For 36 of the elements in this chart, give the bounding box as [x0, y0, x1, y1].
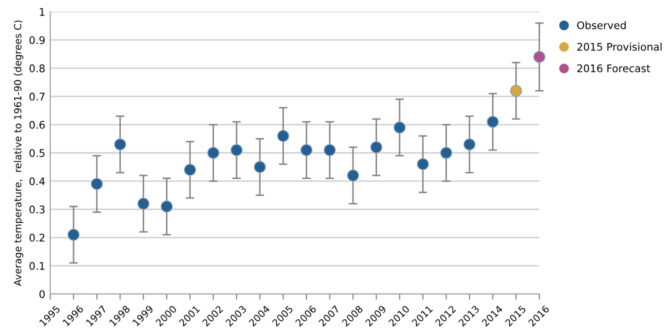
- point: [324, 144, 336, 156]
- point: [114, 138, 126, 150]
- point: [440, 146, 452, 159]
- legend-label: 2016 Forecast: [577, 64, 650, 72]
- y-axis-title: Average temperature, relative to 1961-90 (degrees C): [14, 20, 24, 286]
- legend-label: 2015 Provisional: [577, 42, 662, 51]
- point: [394, 122, 406, 134]
- point: [207, 146, 220, 159]
- point: [533, 50, 546, 63]
- y-tick-label: 0: [39, 290, 45, 298]
- point: [347, 169, 359, 182]
- point: [464, 138, 476, 150]
- point: [510, 84, 522, 97]
- point: [160, 200, 173, 212]
- y-tick-label: 0.7: [30, 92, 44, 101]
- point: [137, 198, 150, 210]
- point: [230, 144, 243, 156]
- y-tick-label: 0.2: [30, 234, 44, 242]
- y-tick-label: 0.5: [30, 149, 44, 157]
- point: [254, 161, 266, 173]
- point: [370, 141, 382, 154]
- y-tick-label: 0.3: [30, 206, 45, 214]
- point: [416, 158, 429, 170]
- point: [184, 164, 196, 176]
- point: [90, 178, 103, 190]
- point: [68, 228, 80, 241]
- point: [277, 130, 290, 142]
- y-tick-label: 0.8: [30, 64, 45, 72]
- point: [486, 116, 499, 128]
- y-tick-label: 1: [40, 8, 44, 16]
- y-tick-label: 0.6: [30, 120, 45, 129]
- legend-label: Observed: [577, 21, 626, 30]
- y-tick-label: 0.9: [30, 36, 45, 44]
- y-tick-label: 0.4: [30, 177, 45, 186]
- y-tick-label: 0.1: [30, 262, 44, 270]
- point: [300, 144, 312, 156]
